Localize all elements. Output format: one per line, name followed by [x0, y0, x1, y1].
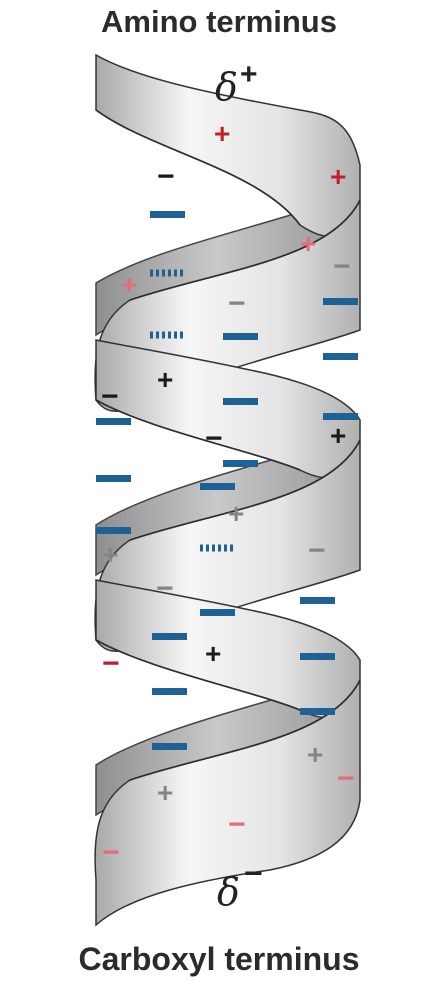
negative-charge-gray: −: [308, 534, 326, 567]
dipole-dash: [96, 475, 131, 482]
negative-charge-gray: −: [228, 287, 246, 320]
positive-charge-pink: +: [121, 269, 137, 300]
delta-positive-symbol: δ: [215, 65, 238, 109]
negative-charge-gray: −: [156, 572, 174, 605]
dipole-dash: [223, 333, 258, 340]
dipole-dash: [152, 633, 187, 640]
negative-charge-black: −: [205, 422, 223, 455]
ribbon-edges: [95, 109, 361, 781]
dipole-dash: [96, 418, 131, 425]
amino-terminus-label: Amino terminus: [101, 4, 337, 39]
negative-charge-pink: −: [337, 762, 355, 795]
dipole-dash: [150, 211, 185, 218]
positive-charge-black: +: [205, 638, 221, 669]
negative-charge-black: −: [101, 380, 119, 413]
helix-front-segments: [94, 53, 361, 927]
positive-charge-gray: +: [307, 739, 323, 770]
dipole-dash: [152, 743, 187, 750]
positive-charge-gray: +: [102, 539, 118, 570]
delta-negative-symbol: δ: [217, 870, 240, 914]
positive-charge-red: +: [330, 161, 346, 192]
negative-charge-pink: −: [102, 836, 120, 869]
dipole-dash: [223, 460, 258, 467]
positive-charge-gray: +: [228, 498, 244, 529]
delta-positive-sign: +: [240, 58, 258, 91]
negative-charge-red: −: [102, 647, 120, 680]
dipole-dash: [323, 413, 358, 420]
positive-charge-red: +: [214, 118, 230, 149]
peptide-dipoles: [96, 211, 358, 750]
negative-charge-pink: −: [228, 808, 246, 841]
delta-negative-sign: −: [244, 855, 263, 891]
dipole-dash: [96, 527, 131, 534]
dipole-dash: [323, 353, 358, 360]
dipole-dash: [200, 483, 235, 490]
positive-charge-gray: +: [157, 777, 173, 808]
positive-charge-black: +: [330, 420, 346, 451]
dipole-dash: [300, 708, 335, 715]
carboxyl-terminus-label: Carboxyl terminus: [78, 941, 360, 977]
dipole-dash: [300, 653, 335, 660]
charge-symbols: + − + + − + − + − − + + − + − + − + − + …: [101, 118, 355, 869]
dipole-dash: [300, 597, 335, 604]
positive-charge-black: +: [157, 364, 173, 395]
dipole-dash: [223, 398, 258, 405]
negative-charge-gray: −: [333, 250, 351, 283]
positive-charge-pink: +: [300, 228, 316, 259]
dipole-dash: [323, 298, 358, 305]
negative-charge-black: −: [157, 160, 175, 193]
dipole-dash: [200, 609, 235, 616]
dipole-dash: [152, 688, 187, 695]
